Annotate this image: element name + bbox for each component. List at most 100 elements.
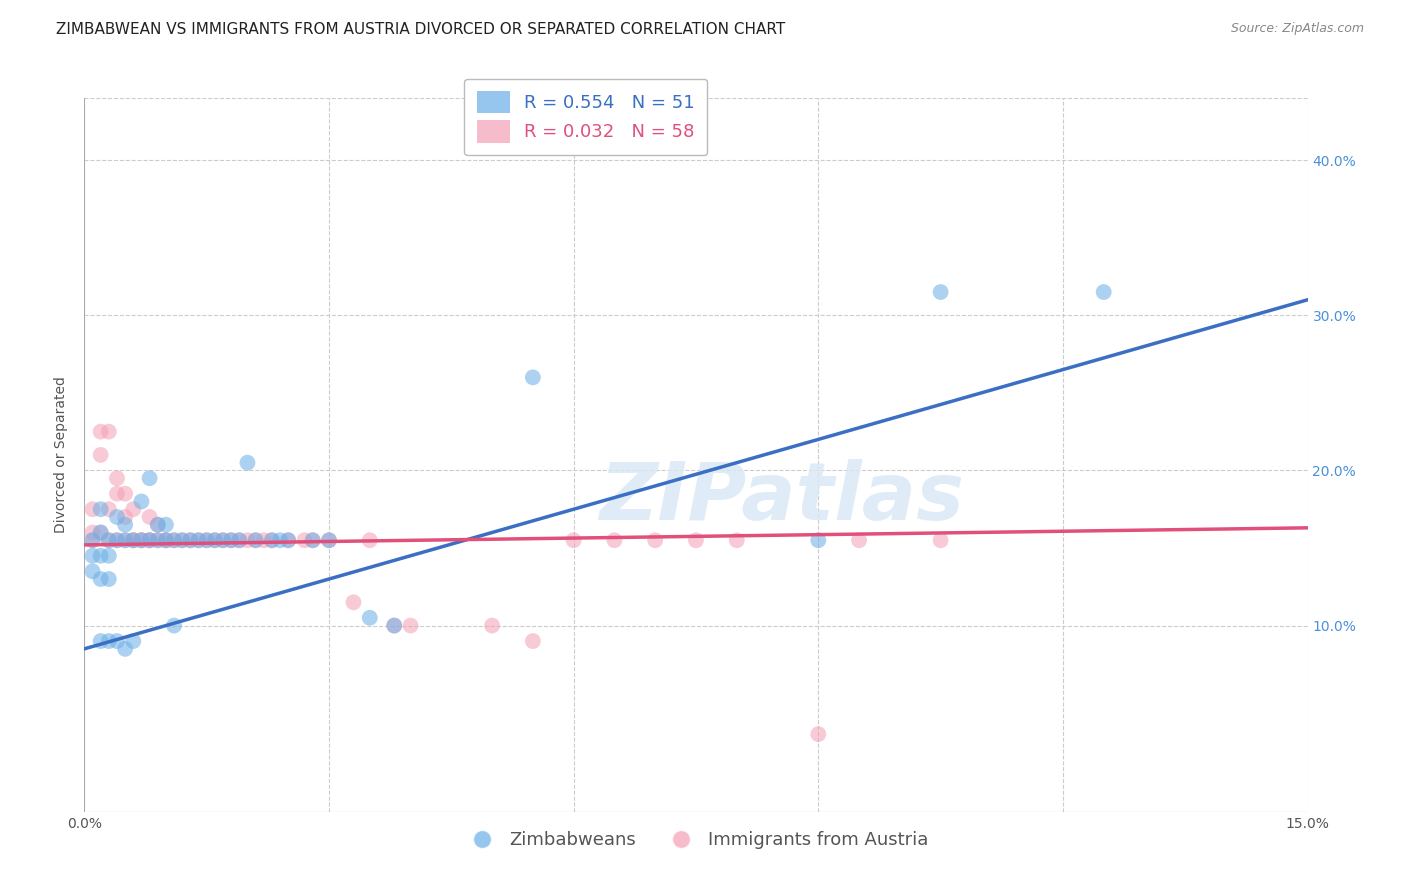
Point — [114, 533, 136, 548]
Y-axis label: Divorced or Separated: Divorced or Separated — [55, 376, 69, 533]
Point — [245, 533, 267, 548]
Point — [807, 727, 830, 741]
Point — [522, 634, 544, 648]
Text: ZIMBABWEAN VS IMMIGRANTS FROM AUSTRIA DIVORCED OR SEPARATED CORRELATION CHART: ZIMBABWEAN VS IMMIGRANTS FROM AUSTRIA DI… — [56, 22, 786, 37]
Point — [90, 425, 112, 439]
Point — [122, 533, 145, 548]
Point — [260, 533, 283, 548]
Point — [644, 533, 666, 548]
Point — [163, 618, 186, 632]
Point — [97, 533, 120, 548]
Point — [90, 634, 112, 648]
Point — [105, 486, 128, 500]
Point — [155, 533, 177, 548]
Point — [114, 510, 136, 524]
Point — [122, 533, 145, 548]
Point — [179, 533, 201, 548]
Point — [131, 533, 153, 548]
Point — [138, 533, 160, 548]
Point — [122, 634, 145, 648]
Point — [277, 533, 299, 548]
Point — [228, 533, 250, 548]
Point — [269, 533, 291, 548]
Point — [138, 533, 160, 548]
Point — [97, 634, 120, 648]
Point — [212, 533, 235, 548]
Point — [187, 533, 209, 548]
Point — [138, 533, 160, 548]
Point — [228, 533, 250, 548]
Point — [155, 517, 177, 532]
Point — [318, 533, 340, 548]
Point — [105, 533, 128, 548]
Point — [172, 533, 194, 548]
Point — [603, 533, 626, 548]
Point — [399, 618, 422, 632]
Point — [97, 572, 120, 586]
Point — [105, 471, 128, 485]
Point — [90, 525, 112, 540]
Point — [90, 448, 112, 462]
Point — [236, 456, 259, 470]
Point — [114, 533, 136, 548]
Point — [685, 533, 707, 548]
Point — [219, 533, 242, 548]
Point — [848, 533, 870, 548]
Point — [179, 533, 201, 548]
Point — [236, 533, 259, 548]
Point — [90, 572, 112, 586]
Point — [195, 533, 218, 548]
Point — [131, 494, 153, 508]
Point — [97, 533, 120, 548]
Point — [294, 533, 316, 548]
Point — [359, 533, 381, 548]
Point — [138, 471, 160, 485]
Point — [90, 549, 112, 563]
Point — [146, 517, 169, 532]
Point — [138, 510, 160, 524]
Point — [155, 533, 177, 548]
Point — [90, 525, 112, 540]
Point — [90, 502, 112, 516]
Point — [204, 533, 226, 548]
Point — [105, 634, 128, 648]
Point — [122, 533, 145, 548]
Point — [318, 533, 340, 548]
Point — [260, 533, 283, 548]
Point — [382, 618, 405, 632]
Point — [155, 533, 177, 548]
Legend: Zimbabweans, Immigrants from Austria: Zimbabweans, Immigrants from Austria — [457, 824, 935, 856]
Point — [131, 533, 153, 548]
Point — [146, 533, 169, 548]
Point — [245, 533, 267, 548]
Point — [82, 564, 104, 578]
Point — [481, 618, 503, 632]
Point — [146, 533, 169, 548]
Point — [342, 595, 364, 609]
Point — [105, 510, 128, 524]
Point — [219, 533, 242, 548]
Point — [929, 285, 952, 299]
Point — [114, 486, 136, 500]
Point — [204, 533, 226, 548]
Point — [212, 533, 235, 548]
Point — [253, 533, 276, 548]
Point — [382, 618, 405, 632]
Point — [114, 641, 136, 656]
Text: ZIPatlas: ZIPatlas — [599, 458, 965, 537]
Point — [82, 533, 104, 548]
Point — [277, 533, 299, 548]
Point — [1092, 285, 1115, 299]
Point — [82, 502, 104, 516]
Point — [122, 502, 145, 516]
Point — [187, 533, 209, 548]
Point — [97, 502, 120, 516]
Point — [97, 549, 120, 563]
Point — [105, 533, 128, 548]
Point — [82, 549, 104, 563]
Point — [522, 370, 544, 384]
Point — [301, 533, 323, 548]
Point — [163, 533, 186, 548]
Point — [82, 525, 104, 540]
Point — [562, 533, 585, 548]
